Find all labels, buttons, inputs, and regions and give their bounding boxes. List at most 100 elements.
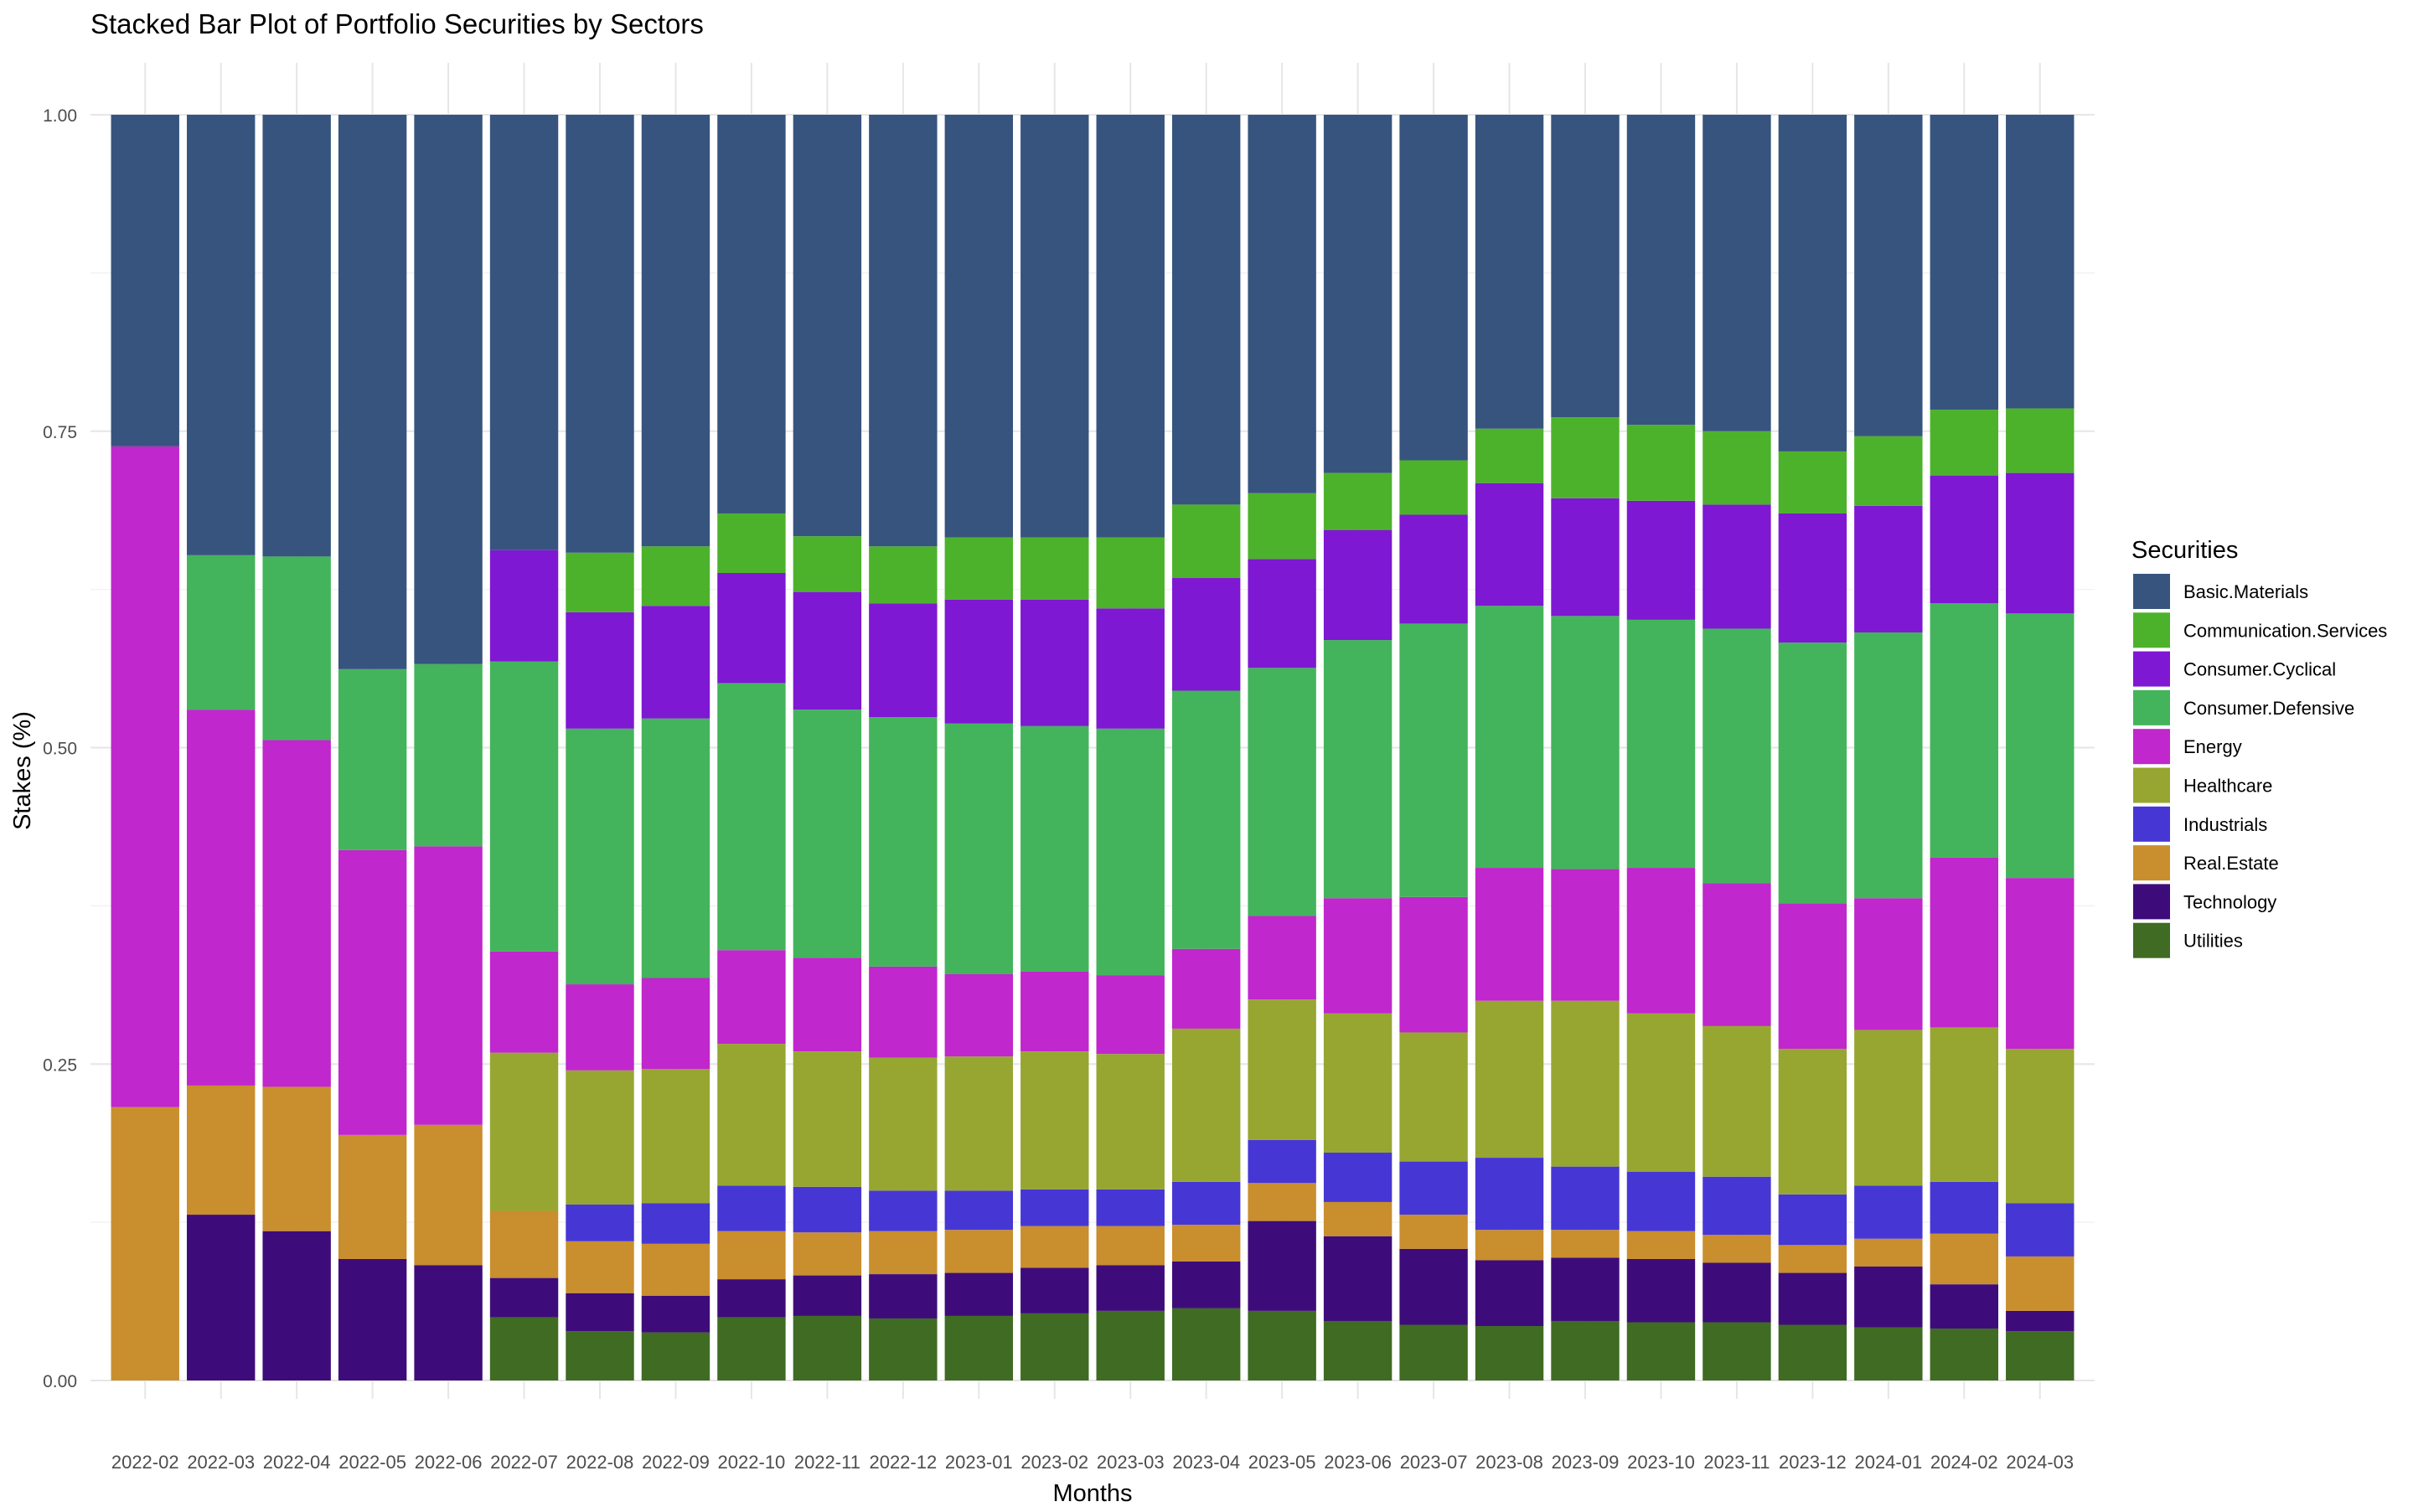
bar-segment: Technology 2022-10: 0.03 [717,1279,785,1317]
legend-label: Real.Estate [2183,853,2279,874]
bar-segment: Utilities 2023-05: 0.055 [1248,1311,1315,1380]
bar-segment: Utilities 2024-03: 0.039 [2006,1331,2074,1380]
bar-segment: Real.Estate 2024-02: 0.04 [1930,1234,1998,1284]
bar-stack: Utilities 2023-03: 0.055Technology 2023-… [1097,115,1165,1380]
bar-segment: Energy 2023-10: 0.115 [1627,868,1695,1014]
bar-segment: Industrials 2022-09: 0.032 [642,1203,710,1243]
bar-segment: Real.Estate 2023-10: 0.022 [1627,1231,1695,1259]
bar-segment: Utilities 2024-01: 0.042 [1854,1328,1922,1380]
bar-segment: Communication.Services 2023-11: 0.058 [1703,431,1770,505]
bar-segment: Energy 2023-04: 0.063 [1172,949,1240,1029]
legend-label: Industrials [2183,814,2267,835]
bar-segment: Industrials 2023-08: 0.057 [1475,1158,1543,1230]
bar-segment: Energy 2022-10: 0.074 [717,950,785,1044]
bar-segment: Technology 2023-11: 0.047 [1703,1262,1770,1322]
bar-segment: Healthcare 2024-02: 0.122 [1930,1027,1998,1181]
bar-segment: Industrials 2023-03: 0.029 [1097,1189,1165,1226]
bar-segment: Basic.Materials 2022-11: 0.333 [793,115,861,536]
bar-segment: Industrials 2022-10: 0.036 [717,1185,785,1231]
bar-segment: Energy 2024-01: 0.104 [1854,898,1922,1030]
bar-segment: Consumer.Defensive 2023-02: 0.194 [1020,726,1088,972]
bar-segment: Communication.Services 2024-03: 0.051 [2006,409,2074,473]
x-tick-label: 2022-07 [490,1452,558,1473]
bar-stack: Utilities 2022-10: 0.05Technology 2022-1… [717,115,785,1380]
bar-segment: Energy 2023-03: 0.062 [1097,975,1165,1054]
legend-label: Utilities [2183,931,2243,952]
bar-segment: Healthcare 2023-04: 0.121 [1172,1029,1240,1182]
bar-segment: Energy 2023-09: 0.104 [1551,870,1619,1001]
bar-segment: Technology 2024-02: 0.035 [1930,1284,1998,1329]
bar-stack: Technology 2022-05: 0.096Real.Estate 202… [338,115,406,1380]
x-tick-label: 2023-08 [1475,1452,1543,1473]
bar-segment: Consumer.Cyclical 2022-09: 0.089 [642,606,710,718]
legend-title: Securities [2131,537,2238,564]
x-tick-label: 2022-06 [415,1452,483,1473]
legend-label: Consumer.Cyclical [2183,659,2336,680]
bar-segment: Utilities 2023-06: 0.047 [1324,1321,1392,1380]
bar-segment: Communication.Services 2022-09: 0.047 [642,546,710,606]
bar-segment: Real.Estate 2023-12: 0.022 [1779,1245,1847,1272]
bar-segment: Utilities 2023-08: 0.043 [1475,1326,1543,1380]
bar-segment: Consumer.Cyclical 2023-02: 0.1 [1020,600,1088,726]
legend-swatch [2133,652,2170,687]
bar-segment: Communication.Services 2023-07: 0.043 [1399,461,1467,515]
bar-segment: Energy 2023-08: 0.105 [1475,868,1543,1001]
bar-segment: Real.Estate 2024-01: 0.022 [1854,1239,1922,1267]
bar-segment: Basic.Materials 2022-04: 0.349 [262,115,330,556]
y-axis-title: Stakes (%) [9,711,36,830]
x-tick-label: 2023-06 [1324,1452,1392,1473]
x-tick-label: 2024-03 [2006,1452,2074,1473]
bar-segment: Utilities 2024-02: 0.041 [1930,1329,1998,1380]
bar-segment: Communication.Services 2022-08: 0.047 [566,553,633,612]
bar-segment: Consumer.Defensive 2023-11: 0.201 [1703,628,1770,883]
bar-segment: Basic.Materials 2023-12: 0.266 [1779,115,1847,452]
bar-segment: Consumer.Defensive 2022-07: 0.229 [490,662,558,952]
bar-segment: Consumer.Cyclical 2023-12: 0.102 [1779,513,1847,642]
bar-segment: Healthcare 2023-12: 0.115 [1779,1049,1847,1195]
bar-segment: Healthcare 2023-02: 0.109 [1020,1051,1088,1189]
bar-segment: Consumer.Defensive 2023-04: 0.204 [1172,691,1240,949]
bar-segment: Basic.Materials 2024-01: 0.254 [1854,115,1922,436]
bar-segment: Communication.Services 2023-03: 0.056 [1097,538,1165,609]
y-tick-label: 0.00 [43,1372,77,1391]
bar-segment: Technology 2023-03: 0.036 [1097,1265,1165,1310]
bar-segment: Technology 2024-01: 0.048 [1854,1267,1922,1328]
bar-segment: Consumer.Cyclical 2022-08: 0.092 [566,612,633,729]
legend-swatch [2133,612,2170,648]
bar-segment: Energy 2023-11: 0.113 [1703,883,1770,1026]
bar-segment: Communication.Services 2022-10: 0.047 [717,513,785,573]
bar-segment: Healthcare 2022-11: 0.107 [793,1051,861,1187]
bar-segment: Basic.Materials 2023-10: 0.245 [1627,115,1695,425]
bar-segment: Basic.Materials 2023-11: 0.25 [1703,115,1770,431]
bar-segment: Technology 2023-06: 0.067 [1324,1236,1392,1321]
bar-segment: Utilities 2022-08: 0.039 [566,1331,633,1380]
bar-segment: Healthcare 2024-01: 0.123 [1854,1030,1922,1185]
bar-stack: Utilities 2023-12: 0.044Technology 2023-… [1779,115,1847,1380]
bar-segment: Technology 2022-11: 0.032 [793,1276,861,1316]
bar-segment: Healthcare 2023-03: 0.107 [1097,1054,1165,1189]
bar-segment: Basic.Materials 2022-06: 0.434 [414,115,482,664]
legend-label: Energy [2183,736,2242,757]
bar-segment: Basic.Materials 2023-08: 0.248 [1475,115,1543,429]
legend-label: Basic.Materials [2183,581,2308,602]
bar-segment: Consumer.Defensive 2023-07: 0.216 [1399,623,1467,896]
bar-segment: Consumer.Defensive 2023-05: 0.196 [1248,668,1315,916]
legend-swatch [2133,884,2170,919]
bar-stack: Utilities 2023-01: 0.051Technology 2023-… [945,115,1013,1380]
bar-segment: Consumer.Cyclical 2022-12: 0.09 [869,603,937,717]
bar-segment: Real.Estate 2022-05: 0.098 [338,1135,406,1259]
bar-segment: Technology 2022-06: 0.091 [414,1265,482,1380]
bar-stack: Utilities 2023-04: 0.057Technology 2023-… [1172,115,1240,1380]
bar-segment: Healthcare 2023-07: 0.102 [1399,1032,1467,1161]
bar-stack: Utilities 2022-08: 0.039Technology 2022-… [566,115,633,1380]
x-axis: 2022-02 2022-03 2022-04 2022-05 2022-06 2022-… [111,1452,2074,1473]
x-tick-label: 2022-09 [642,1452,710,1473]
bar-segment: Consumer.Cyclical 2023-07: 0.086 [1399,514,1467,623]
legend-swatch [2133,574,2170,609]
legend-label: Healthcare [2183,776,2272,797]
legend-swatch [2133,768,2170,803]
bar-segment: Real.Estate 2022-08: 0.041 [566,1241,633,1293]
bar-segment: Energy 2023-12: 0.115 [1779,903,1847,1049]
x-tick-label: 2023-12 [1779,1452,1847,1473]
y-tick-label: 0.25 [43,1055,77,1075]
